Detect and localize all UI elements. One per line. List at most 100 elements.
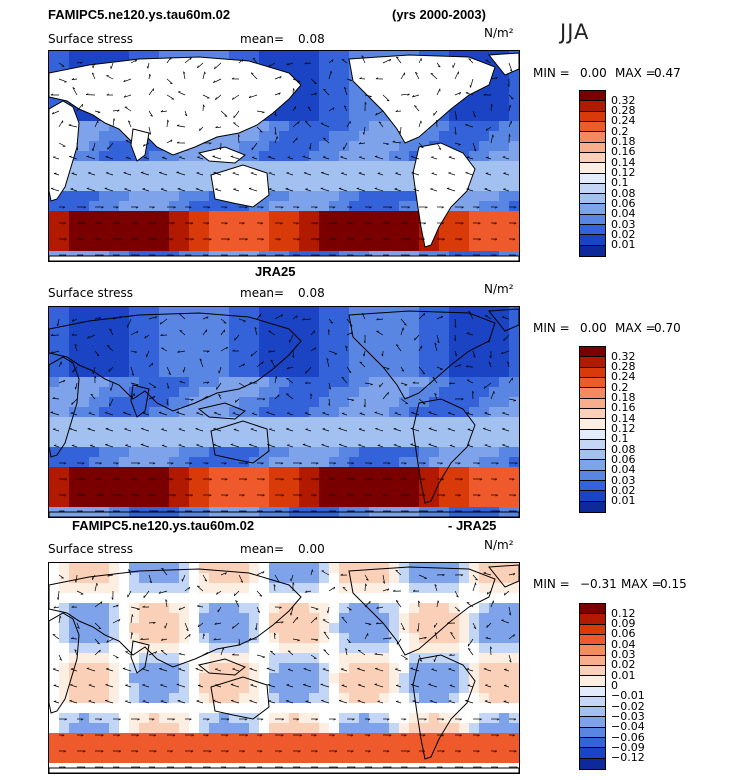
wind-vector-head bbox=[297, 254, 300, 257]
wind-vector bbox=[428, 684, 438, 688]
field-cell bbox=[249, 437, 260, 448]
field-cell bbox=[59, 583, 70, 594]
wind-vector-head bbox=[117, 222, 120, 225]
wind-vector bbox=[359, 142, 366, 145]
field-cell bbox=[329, 703, 340, 714]
field-cell bbox=[109, 497, 120, 508]
field-cell bbox=[169, 457, 180, 468]
field-cell bbox=[449, 583, 460, 594]
colorbar-tick-label: 0.08 bbox=[611, 442, 636, 456]
wind-vector bbox=[364, 622, 372, 625]
field-cell bbox=[399, 653, 410, 664]
wind-vector bbox=[503, 590, 510, 596]
field-cell bbox=[479, 753, 490, 764]
wind-vector bbox=[503, 172, 510, 176]
field-cell bbox=[79, 457, 90, 468]
wind-vector-head bbox=[149, 580, 152, 584]
wind-vector bbox=[454, 142, 461, 145]
wind-vector bbox=[125, 684, 132, 688]
field-cell bbox=[149, 231, 160, 242]
field-cell bbox=[49, 211, 60, 222]
field-cell bbox=[299, 643, 310, 654]
field-cell bbox=[209, 437, 220, 448]
field-cell bbox=[189, 357, 200, 368]
field-cell bbox=[299, 593, 310, 604]
field-cell bbox=[179, 51, 190, 62]
field-cell bbox=[99, 723, 110, 734]
wind-vector-head bbox=[510, 98, 514, 100]
wind-vector-head bbox=[215, 97, 217, 100]
field-cell bbox=[229, 457, 240, 468]
field-cell bbox=[319, 713, 330, 724]
field-cell bbox=[279, 693, 290, 704]
field-cell bbox=[219, 131, 230, 142]
wind-vector bbox=[130, 330, 139, 336]
field-cell bbox=[69, 497, 80, 508]
field-cell bbox=[139, 357, 150, 368]
wind-vector-head bbox=[106, 93, 110, 96]
wind-vector bbox=[142, 700, 150, 704]
run-title: FAMIPC5.ne120.ys.tau60m.02 bbox=[48, 7, 231, 22]
wind-vector-head bbox=[432, 376, 436, 379]
field-cell bbox=[299, 713, 310, 724]
field-cell bbox=[219, 437, 230, 448]
field-cell bbox=[349, 121, 360, 132]
wind-vector bbox=[341, 616, 348, 624]
field-cell bbox=[109, 437, 120, 448]
field-cell bbox=[49, 563, 60, 574]
field-cell bbox=[329, 643, 340, 654]
field-cell bbox=[59, 563, 70, 574]
field-cell bbox=[419, 733, 430, 744]
field-cell bbox=[159, 427, 170, 438]
wind-vector bbox=[364, 382, 373, 385]
field-cell bbox=[479, 703, 490, 714]
wind-vector-head bbox=[137, 718, 140, 721]
wind-vector bbox=[213, 428, 222, 432]
wind-vector bbox=[364, 583, 366, 592]
field-cell bbox=[129, 713, 140, 724]
field-cell bbox=[169, 201, 180, 212]
field-cell bbox=[449, 111, 460, 122]
field-cell bbox=[299, 683, 310, 694]
field-cell bbox=[249, 221, 260, 232]
wind-vector-head bbox=[131, 632, 134, 635]
field-cell bbox=[199, 603, 210, 614]
field-cell bbox=[319, 221, 330, 232]
field-cell bbox=[379, 467, 390, 478]
field-cell bbox=[229, 603, 240, 614]
field-cell bbox=[129, 573, 140, 584]
field-cell bbox=[469, 603, 480, 614]
wind-vector-head bbox=[412, 589, 416, 592]
field-cell bbox=[329, 387, 340, 398]
field-cell bbox=[99, 623, 110, 634]
colorbar-bin bbox=[580, 245, 605, 256]
field-cell bbox=[399, 417, 410, 428]
field-cell bbox=[159, 487, 170, 498]
wind-vector bbox=[454, 334, 456, 341]
wind-vector-head bbox=[333, 510, 336, 513]
field-cell bbox=[369, 191, 380, 202]
wind-vector bbox=[69, 428, 78, 432]
field-cell bbox=[89, 121, 100, 132]
field-cell bbox=[329, 623, 340, 634]
field-cell bbox=[119, 713, 130, 724]
field-cell bbox=[129, 447, 140, 458]
field-cell bbox=[269, 703, 280, 714]
field-cell bbox=[159, 231, 170, 242]
wind-vector-head bbox=[295, 315, 298, 319]
field-cell bbox=[339, 111, 350, 122]
field-cell bbox=[279, 643, 290, 654]
field-cell bbox=[379, 221, 390, 232]
panel-1-units: N/m² bbox=[484, 26, 514, 40]
field-cell bbox=[109, 201, 120, 212]
field-cell bbox=[119, 573, 130, 584]
wind-vector bbox=[394, 412, 402, 416]
wind-vector bbox=[467, 648, 474, 656]
wind-vector-head bbox=[63, 254, 67, 257]
wind-vector-head bbox=[461, 206, 464, 209]
field-cell bbox=[469, 487, 480, 498]
field-cell bbox=[399, 583, 410, 594]
field-cell bbox=[509, 457, 519, 468]
field-cell bbox=[199, 211, 210, 222]
field-cell bbox=[359, 683, 370, 694]
